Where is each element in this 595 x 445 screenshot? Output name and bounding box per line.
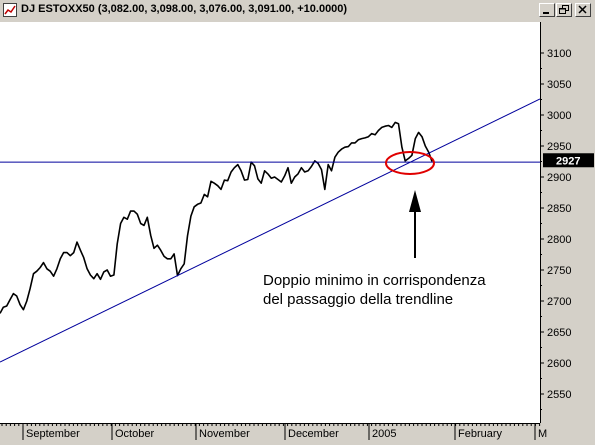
x-tick-label: M [538,428,547,440]
price-line [0,121,433,314]
restore-button[interactable] [556,3,572,17]
ohlc-readout: (3,082.00, 3,098.00, 3,076.00, 3,091.00,… [97,3,348,15]
trendline [0,98,541,363]
y-tick-label: 3050 [547,79,571,91]
last-value-badge [543,153,594,168]
annotation-arrow-head [409,190,421,212]
y-tick-label: 2550 [547,389,571,401]
y-tick-label: 3000 [547,110,571,122]
x-tick-label: 2005 [372,428,396,440]
y-tick-label: 3100 [547,48,571,60]
x-tick-label: December [288,428,339,440]
minimize-button[interactable] [539,3,555,17]
instrument-name: DJ ESTOXX50 [21,3,95,15]
y-tick-label: 2750 [547,265,571,277]
y-tick-label: 2800 [547,234,571,246]
annotation-line-2: del passaggio della trendline [263,291,453,308]
close-icon [578,5,587,14]
y-tick-label: 2600 [547,358,571,370]
restore-icon [559,5,569,14]
price-axis[interactable]: 2550 2600 2650 2700 2750 2800 2850 2900 2950 3000… [540,22,595,423]
time-axis[interactable]: September October November December 2005 Febr… [0,423,595,440]
time-axis-labels: September October November December 2005 Febr… [0,423,547,440]
double-bottom-circle [385,151,435,175]
y-tick-label: 2850 [547,203,571,215]
price-axis-ticks: 2550 2600 2650 2700 2750 2800 2850 2900 2950 3000… [540,22,594,423]
close-button[interactable] [575,3,591,17]
price-chart-area[interactable]: Doppio minimo in corrispondenza del pass… [0,22,541,423]
title-bar[interactable]: DJ ESTOXX50 (3,082.00, 3,098.00, 3,076.0… [0,0,595,21]
x-tick-label: February [458,428,503,440]
x-tick-label: October [115,428,154,440]
x-tick-label: November [199,428,250,440]
y-tick-label: 2950 [547,141,571,153]
y-tick-label: 2700 [547,296,571,308]
last-value-label: 2927 [556,155,580,167]
app-icon [3,3,17,17]
annotation-line-1: Doppio minimo in corrispondenza [263,272,486,289]
window-title: DJ ESTOXX50 (3,082.00, 3,098.00, 3,076.0… [21,3,347,15]
y-tick-label: 2650 [547,327,571,339]
minimize-icon [543,12,549,14]
price-chart: Doppio minimo in corrispondenza del pass… [0,98,541,363]
x-tick-label: September [26,428,80,440]
y-tick-label: 2900 [547,172,571,184]
